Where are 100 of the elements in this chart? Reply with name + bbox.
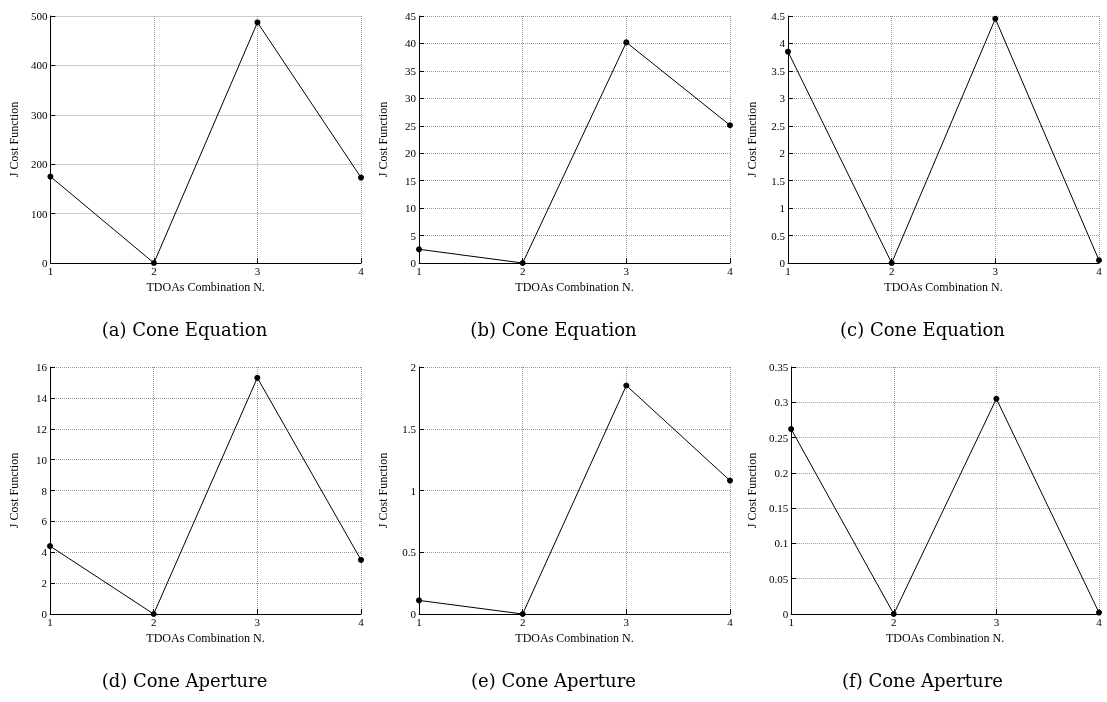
point: [992, 15, 999, 22]
y-tick-label: 0.5: [402, 546, 417, 559]
x-tick-label: 2: [150, 615, 157, 628]
y-tick-label: 2: [410, 361, 416, 373]
y-tick-label: 0.3: [774, 396, 789, 409]
y-tick-label: 400: [30, 59, 48, 72]
x-tick-label: 4: [727, 615, 734, 628]
point: [788, 426, 795, 433]
y-tick-label: 16: [36, 361, 48, 373]
y-tick-label: 0.1: [774, 537, 789, 550]
x-tick-label: 3: [623, 264, 630, 277]
y-axis-title: J Cost Function: [745, 101, 759, 178]
y-tick-label: 2: [41, 577, 47, 590]
text: (b) Cone Equation: [470, 318, 638, 340]
point: [150, 260, 157, 266]
x-tick-label: 3: [993, 615, 1000, 628]
point: [47, 543, 53, 550]
x-tick-label: 3: [623, 615, 630, 628]
point: [993, 395, 1000, 402]
x-axis-title: TDOAs Combination N.: [885, 630, 1005, 645]
y-tick-label: 0: [782, 608, 789, 620]
x-tick-label: 2: [888, 264, 895, 277]
x-tick-label: 2: [519, 615, 526, 628]
y-tick-label: 1.5: [771, 174, 786, 187]
point: [727, 477, 733, 484]
y-tick-label: 40: [405, 37, 417, 50]
y-tick-label: 100: [30, 207, 48, 220]
y-axis-title: J Cost Function: [7, 101, 21, 178]
point: [358, 174, 364, 181]
y-tick-label: 1: [410, 484, 416, 497]
y-tick-label: 25: [405, 119, 417, 132]
x-tick-label: 4: [1096, 264, 1103, 277]
point: [785, 48, 791, 55]
y-tick-label: 0: [41, 257, 48, 269]
y-tick-label: 0: [41, 608, 48, 620]
y-tick-label: 0: [410, 257, 417, 269]
y-tick-label: 0.2: [774, 466, 789, 479]
y-tick-label: 45: [405, 10, 417, 22]
y-tick-label: 20: [405, 147, 417, 160]
x-tick-label: 3: [254, 264, 261, 277]
y-tick-label: 30: [405, 92, 417, 105]
y-tick-label: 300: [30, 108, 48, 121]
y-tick-label: 35: [405, 64, 417, 77]
y-tick-label: 0.5: [771, 229, 786, 242]
y-tick-label: 0.15: [768, 502, 789, 515]
x-axis-title: TDOAs Combination N.: [515, 279, 634, 294]
y-tick-label: 8: [41, 484, 48, 497]
x-axis-title: TDOAs Combination N.: [515, 630, 634, 645]
text: (c) Cone Equation: [840, 318, 1006, 340]
point: [254, 19, 261, 26]
point: [254, 374, 261, 381]
y-tick-label: 2.5: [771, 119, 786, 132]
point: [47, 173, 54, 180]
y-axis-title: J Cost Function: [745, 452, 759, 529]
x-tick-label: 3: [254, 615, 261, 628]
y-tick-label: 1.5: [402, 422, 417, 435]
y-tick-label: 10: [36, 453, 48, 466]
y-axis-title: J Cost Function: [7, 452, 21, 529]
y-tick-label: 12: [36, 422, 47, 435]
text: (d) Cone Aperture: [101, 669, 268, 691]
y-tick-label: 500: [30, 10, 48, 22]
y-tick-label: 14: [36, 391, 48, 404]
x-tick-label: 4: [358, 264, 365, 277]
y-tick-label: 6: [41, 515, 48, 528]
y-tick-label: 3.5: [771, 64, 786, 77]
y-tick-label: 4: [779, 37, 786, 50]
point: [416, 246, 422, 253]
y-tick-label: 2: [779, 147, 785, 160]
y-tick-label: 1: [779, 202, 785, 215]
y-tick-label: 0.35: [768, 361, 789, 373]
x-axis-title: TDOAs Combination N.: [146, 279, 265, 294]
y-tick-label: 15: [405, 174, 417, 187]
point: [623, 39, 630, 46]
y-tick-label: 10: [405, 202, 417, 215]
y-tick-label: 0: [410, 608, 417, 620]
point: [358, 556, 364, 563]
y-tick-label: 3: [779, 92, 786, 105]
y-tick-label: 0.05: [768, 572, 789, 585]
x-axis-title: TDOAs Combination N.: [884, 279, 1003, 294]
x-tick-label: 4: [727, 264, 734, 277]
x-tick-label: 2: [519, 264, 526, 277]
x-tick-label: 4: [1096, 615, 1103, 628]
text: (f) Cone Aperture: [842, 669, 1003, 691]
y-tick-label: 4: [41, 546, 48, 559]
point: [890, 611, 897, 617]
x-tick-label: 3: [992, 264, 999, 277]
x-tick-label: 2: [151, 264, 157, 277]
y-tick-label: 5: [410, 229, 417, 242]
y-axis-title: J Cost Function: [376, 101, 390, 178]
x-tick-label: 2: [891, 615, 897, 628]
y-tick-label: 0: [779, 257, 786, 269]
point: [727, 122, 733, 129]
point: [416, 597, 422, 604]
y-tick-label: 4.5: [771, 10, 786, 22]
y-axis-title: J Cost Function: [376, 452, 390, 529]
text: (a) Cone Equation: [101, 318, 268, 340]
y-tick-label: 0.25: [768, 431, 789, 444]
y-tick-label: 200: [30, 158, 48, 171]
text: (e) Cone Aperture: [471, 669, 636, 691]
x-axis-title: TDOAs Combination N.: [146, 630, 265, 645]
